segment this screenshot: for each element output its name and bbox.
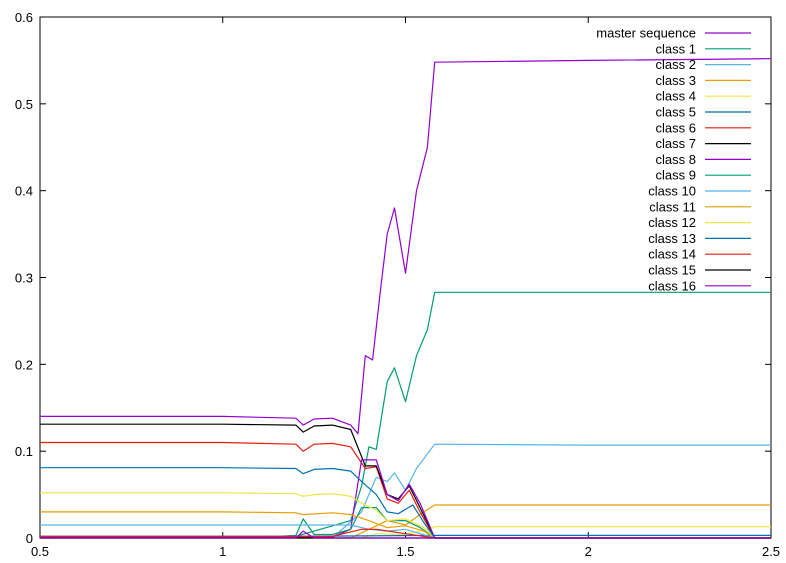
x-tick-label: 2.5	[762, 544, 780, 559]
legend-label: class 14	[648, 247, 696, 262]
y-tick-label: 0.2	[15, 357, 33, 372]
y-tick-label: 0.4	[15, 184, 33, 199]
series-line-class-11	[40, 511, 771, 539]
series-line-class-1	[40, 291, 771, 537]
series-line-master-sequence	[40, 58, 772, 435]
y-tick-label: 0.1	[15, 444, 33, 459]
legend-label: class 4	[656, 89, 696, 104]
series-line-class-7	[40, 423, 771, 539]
legend-label: master sequence	[596, 26, 696, 41]
x-tick-label: 1	[219, 544, 226, 559]
legend-label: class 12	[648, 215, 696, 230]
series-lines	[39, 58, 772, 539]
y-tick-label: 0.5	[15, 97, 33, 112]
series-line-class-3	[40, 504, 771, 539]
series-line-class-8	[40, 459, 771, 539]
series-line-class-10	[40, 524, 771, 539]
legend-label: class 6	[656, 120, 696, 135]
series-line-class-12	[40, 492, 771, 539]
series-line-class-13	[40, 467, 771, 539]
y-tick-label: 0.3	[15, 271, 33, 286]
legend-label: class 8	[656, 152, 696, 167]
y-tick-label: 0.6	[15, 10, 33, 25]
legend-label: class 10	[648, 184, 696, 199]
series-line-class-6	[40, 441, 771, 539]
axis-ticks: 0.5 1 1.5 2 2.5 0 0.1 0.2 0.3 0.4 0.5 0.6	[15, 10, 780, 559]
legend-label: class 13	[648, 231, 696, 246]
legend-label: class 2	[656, 57, 696, 72]
series-line-class-14	[40, 528, 771, 539]
legend-label: class 15	[648, 263, 696, 278]
series-line-class-9	[40, 507, 771, 539]
legend-label: class 11	[649, 199, 696, 214]
legend-label: class 1	[656, 41, 696, 56]
legend-label: class 16	[648, 278, 696, 293]
x-tick-label: 0.5	[31, 544, 49, 559]
legend-label: class 3	[656, 73, 696, 88]
y-tick-label: 0	[26, 531, 33, 546]
legend-label: class 7	[656, 136, 696, 151]
series-line-class-16	[40, 530, 771, 539]
legend-label: class 9	[656, 168, 696, 183]
x-tick-label: 1.5	[396, 544, 414, 559]
legend-label: class 5	[656, 105, 696, 120]
x-tick-label: 2	[585, 544, 592, 559]
